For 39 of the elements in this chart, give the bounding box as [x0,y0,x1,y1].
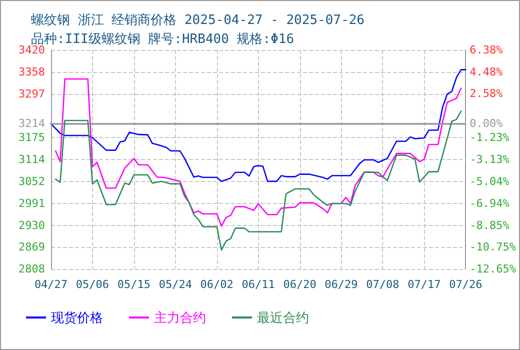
y2-tick-label: 0.00% [470,116,504,130]
y2-tick-label: -10.75% [470,240,516,254]
x-tick-label: 05/06 [76,278,110,291]
y-tick-label: 3114 [18,153,46,166]
x-tick-label: 07/26 [449,278,482,291]
x-tick-label: 06/29 [324,278,358,291]
chart-title: 螺纹钢 浙江 经销商价格 2025-04-27 - 2025-07-26 [31,13,364,28]
y2-tick-label: -1.23% [470,131,510,144]
x-tick-label: 07/08 [366,278,400,291]
y-tick-label: 3175 [18,131,45,144]
y-tick-label: 3297 [18,88,45,101]
y2-tick-label: -8.85% [470,218,510,232]
y2-tick-label: 6.38% [470,44,504,56]
y2-tick-label: -12.65% [470,262,516,276]
x-tick-label: 04/27 [34,278,68,291]
legend-label: 最近合约 [257,310,309,325]
y2-tick-label: 2.58% [470,87,504,100]
y-tick-label: 3358 [18,66,45,79]
y-tick-label: 2869 [18,240,45,254]
legend-label: 现货价格 [51,310,103,325]
line-series [54,110,462,251]
y-tick-label: 2991 [18,197,45,210]
legend-label: 主力合约 [154,310,206,325]
x-tick-label: 05/15 [117,278,150,291]
x-tick-label: 07/17 [408,278,441,291]
x-tick-label: 05/24 [158,278,192,291]
x-tick-label: 06/11 [242,278,275,291]
y2-tick-label: -6.94% [470,196,510,210]
y-tick-label: 3052 [18,175,45,188]
x-tick-label: 06/20 [283,278,316,291]
y2-tick-label: -5.04% [470,174,510,188]
y-tick-label: 3214 [18,117,46,130]
y-tick-label: 2808 [18,262,45,276]
y2-tick-label: 4.48% [470,65,504,78]
line-series [54,78,462,227]
y2-tick-label: -3.13% [470,152,510,166]
x-tick-label: 06/02 [200,278,234,291]
line-series [50,69,466,182]
y-tick-label: 2930 [18,218,45,232]
